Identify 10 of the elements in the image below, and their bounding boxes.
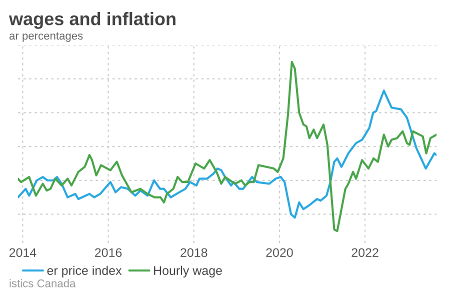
chart-subtitle: ar percentages [9, 32, 83, 42]
text: istics Canada [10, 279, 76, 288]
x-tick-label: 2022 [352, 248, 378, 258]
x-tick-label: 2016 [95, 248, 122, 258]
chart-title: wages and inflation [8, 12, 176, 29]
legend-label: Hourly wage [154, 266, 222, 278]
legend-label: er price index [47, 266, 122, 278]
x-tick-label: 2020 [266, 248, 293, 258]
x-tick-label: 2014 [9, 248, 36, 258]
x-tick-label: 2018 [180, 248, 208, 258]
